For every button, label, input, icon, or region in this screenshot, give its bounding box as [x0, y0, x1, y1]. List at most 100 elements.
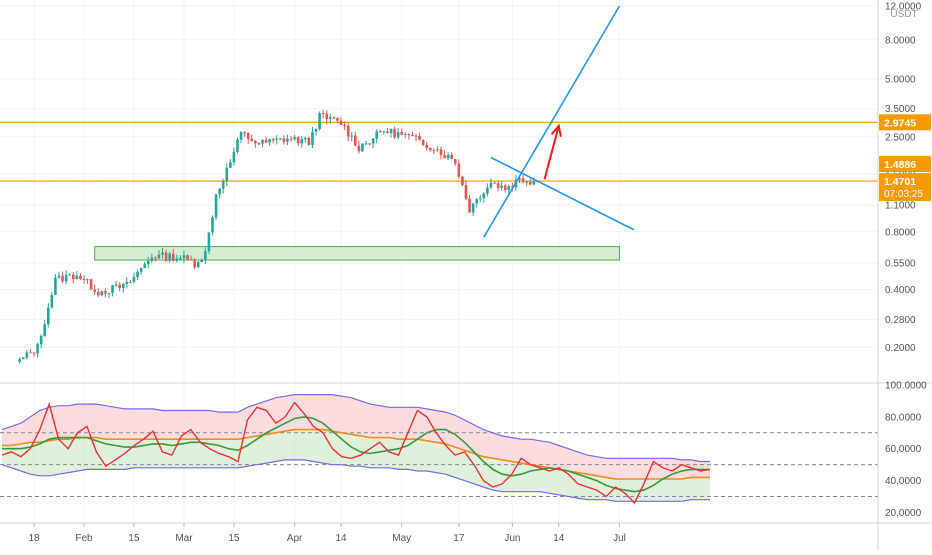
time-tick-label: 14	[553, 533, 565, 544]
candle-body	[207, 232, 211, 252]
horizontal-gridlines	[0, 5, 878, 348]
current-price-box	[879, 173, 931, 202]
candle-body	[378, 131, 382, 133]
candle-body	[375, 131, 379, 139]
candle-body	[46, 307, 50, 325]
candle-body	[68, 274, 71, 276]
candle-body	[368, 143, 371, 145]
candle-body	[132, 276, 136, 282]
candle-body	[396, 132, 400, 138]
candle-body	[457, 163, 461, 177]
candle-body	[361, 143, 364, 152]
candle-body	[168, 253, 171, 261]
candle-body	[489, 182, 493, 188]
rsi-tick-label: 40.0000	[885, 476, 922, 487]
rsi-tick-label: 100.0000	[885, 381, 927, 392]
rsi-tick-label: 80.0000	[885, 412, 922, 423]
candle-body	[403, 133, 407, 135]
price-tick-label: 0.8000	[885, 227, 916, 238]
candle-body	[336, 118, 339, 121]
candle-body	[407, 133, 411, 135]
price-tick-label: 5.0000	[885, 74, 916, 85]
candle-body	[36, 344, 39, 354]
candle-body	[432, 149, 436, 151]
candle-body	[43, 324, 47, 336]
time-tick-label: 14	[335, 533, 347, 544]
candle-body	[39, 335, 43, 345]
candle-body	[321, 113, 325, 115]
candle-body	[475, 199, 478, 204]
rsi-basis-line	[2, 428, 710, 480]
candle-body	[164, 252, 168, 261]
candle-body	[528, 181, 532, 185]
candle-body	[286, 138, 289, 142]
candle-body	[114, 284, 118, 286]
candle-body	[236, 139, 239, 153]
candle-body	[453, 159, 457, 164]
candle-body	[182, 255, 186, 259]
candle-body	[243, 132, 246, 134]
candle-body	[478, 198, 482, 200]
candle-body	[214, 194, 218, 218]
horizontal-levels-layer	[0, 121, 878, 182]
candle-body	[175, 258, 179, 261]
candle-body	[471, 203, 475, 213]
candle-body	[500, 185, 503, 188]
price-tick-label: 2.5000	[885, 132, 916, 143]
candle-body	[29, 352, 32, 354]
price-label-box	[879, 114, 931, 131]
candle-body	[104, 291, 107, 294]
candle-body	[346, 125, 350, 137]
time-tick-label: Feb	[75, 533, 93, 544]
candle-body	[293, 137, 296, 140]
candle-body	[89, 279, 93, 290]
candle-body	[25, 352, 29, 358]
candle-body	[86, 279, 89, 281]
candle-body	[61, 275, 64, 282]
candle-body	[161, 252, 164, 255]
candle-body	[271, 139, 275, 141]
candle-body	[218, 188, 221, 195]
candle-body	[171, 253, 175, 261]
candle-body	[100, 291, 104, 296]
rsi-tick-label: 20.0000	[885, 508, 922, 519]
candle-body	[532, 181, 536, 185]
time-tick-label: May	[392, 533, 411, 544]
candle-body	[118, 284, 121, 288]
price-label-text: 2.9745	[884, 117, 916, 129]
candle-body	[193, 260, 196, 268]
time-tick-label: Apr	[287, 533, 303, 544]
candle-body	[107, 292, 111, 294]
candle-body	[421, 139, 425, 145]
candle-body	[32, 352, 36, 354]
price-tick-label: 0.4000	[885, 285, 916, 296]
candle-body	[468, 198, 471, 213]
time-tick-label: Jul	[613, 533, 626, 544]
trend-line	[483, 5, 621, 238]
candle-body	[50, 294, 54, 308]
candle-body	[154, 257, 157, 259]
candle-body	[482, 193, 486, 199]
candle-body	[254, 140, 257, 144]
candle-body	[411, 134, 414, 136]
candle-body	[268, 139, 271, 143]
candle-body	[261, 139, 264, 144]
candle-body	[364, 143, 368, 145]
candle-body	[464, 185, 468, 199]
time-tick-label: Mar	[175, 533, 193, 544]
candle-body	[325, 113, 329, 119]
candle-body	[71, 274, 75, 280]
candle-body	[496, 183, 500, 188]
candle-body	[461, 176, 464, 186]
price-label-box	[879, 156, 931, 173]
candle-body	[446, 154, 450, 159]
candle-body	[493, 182, 496, 184]
candlestick-series	[18, 109, 536, 364]
candle-body	[186, 255, 189, 260]
candle-body	[507, 186, 511, 190]
candle-body	[146, 260, 150, 265]
drawing-tools-layer[interactable]	[483, 5, 635, 238]
time-tick-label: 17	[453, 533, 465, 544]
